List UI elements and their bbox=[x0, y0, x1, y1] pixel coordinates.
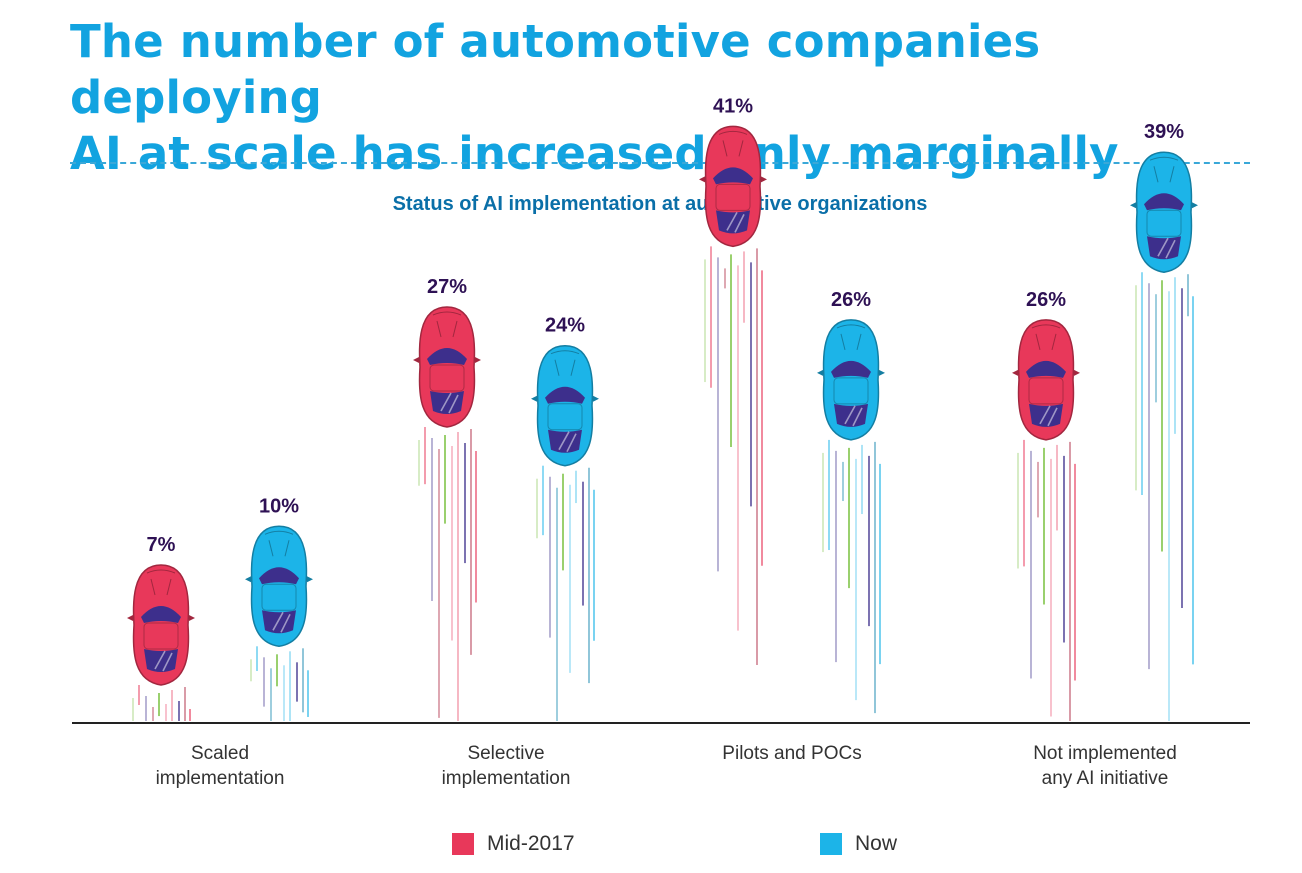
dashed-divider bbox=[70, 162, 1250, 164]
data-label-mid-2017-3: 41% bbox=[713, 95, 753, 117]
data-label-now-4: 39% bbox=[1144, 121, 1184, 143]
bar-car-mid-2017-3 bbox=[699, 125, 767, 666]
headline-line-1: The number of automotive companies deplo… bbox=[70, 15, 1041, 124]
legend-label-now: Now bbox=[855, 832, 898, 855]
category-label-1-line-1: Scaled bbox=[191, 743, 249, 764]
legend-swatch-mid-2017 bbox=[452, 833, 474, 855]
data-label-mid-2017-2: 27% bbox=[427, 276, 467, 298]
legend-swatch-now bbox=[820, 833, 842, 855]
category-label-2-line-2: implementation bbox=[442, 768, 571, 789]
bar-car-now-2 bbox=[531, 344, 599, 721]
category-label-1-line-2: implementation bbox=[156, 768, 285, 789]
bar-car-now-1 bbox=[245, 525, 313, 721]
category-label-3-line-1: Pilots and POCs bbox=[722, 743, 861, 764]
category-label-4-line-1: Not implemented bbox=[1033, 743, 1177, 764]
chart-title: Status of AI implementation at automotiv… bbox=[392, 193, 928, 215]
data-label-now-1: 10% bbox=[259, 495, 299, 517]
legend-label-mid-2017: Mid-2017 bbox=[487, 832, 575, 855]
data-label-mid-2017-1: 7% bbox=[147, 534, 176, 556]
legend-item-mid-2017: Mid-2017 bbox=[452, 832, 575, 856]
bar-car-mid-2017-1 bbox=[127, 564, 195, 721]
bar-car-mid-2017-2 bbox=[413, 306, 481, 721]
legend-item-now: Now bbox=[820, 832, 897, 856]
data-label-mid-2017-4: 26% bbox=[1026, 289, 1066, 311]
data-label-now-2: 24% bbox=[545, 315, 585, 337]
category-label-4-line-2: any AI initiative bbox=[1042, 768, 1169, 789]
headline-line-2: AI at scale has increased only marginall… bbox=[70, 127, 1119, 180]
bar-car-mid-2017-4 bbox=[1012, 319, 1080, 721]
category-label-2-line-1: Selective bbox=[467, 743, 544, 764]
headline: The number of automotive companies deplo… bbox=[70, 14, 1250, 182]
data-label-now-3: 26% bbox=[831, 289, 871, 311]
bar-car-now-4 bbox=[1130, 151, 1198, 721]
bar-car-now-3 bbox=[817, 319, 885, 714]
